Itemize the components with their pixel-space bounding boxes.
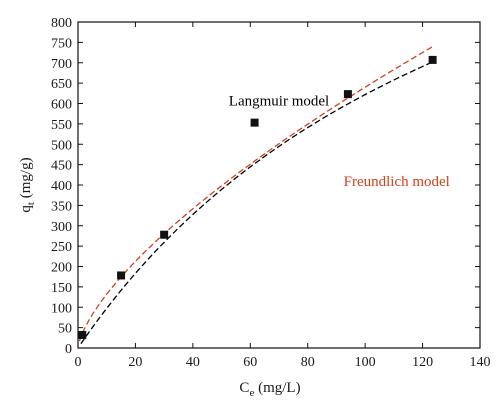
y-tick-label: 50 (58, 322, 72, 337)
x-axis: 0 20 40 60 80 100 120 140 (75, 22, 491, 370)
freundlich-fit-line (78, 45, 435, 342)
data-points (78, 55, 437, 339)
x-tick-label: 140 (470, 355, 491, 370)
data-point (117, 271, 126, 280)
annotation-label: Freundlich model (344, 174, 450, 190)
y-axis-title: qt (mg/g) (18, 157, 37, 212)
x-tick-label: 40 (186, 355, 200, 370)
y-tick-label: 400 (51, 179, 72, 194)
langmuir-fit-line (80, 60, 435, 345)
y-tick-label: 450 (51, 159, 72, 174)
x-tick-label: 120 (412, 355, 433, 370)
annotations: Langmuir model Freundlich model (229, 94, 450, 190)
x-tick-label: 20 (128, 355, 142, 370)
data-point (78, 330, 87, 339)
y-tick-label: 550 (51, 118, 72, 133)
data-point (428, 55, 437, 64)
y-tick-label: 0 (65, 342, 72, 357)
y-tick-label: 350 (51, 199, 72, 214)
y-axis: 0 50 100 150 200 250 300 350 400 450 500 550 600 650 7… (51, 16, 480, 357)
y-tick-label: 300 (51, 220, 72, 235)
x-tick-label: 80 (301, 355, 315, 370)
y-tick-label: 700 (51, 57, 72, 72)
data-point (160, 230, 169, 239)
y-tick-label: 250 (51, 240, 72, 255)
y-tick-label: 650 (51, 77, 72, 92)
x-tick-label: 60 (243, 355, 257, 370)
y-tick-label: 800 (51, 16, 72, 31)
y-tick-label: 150 (51, 281, 72, 296)
y-tick-label: 200 (51, 261, 72, 276)
x-tick-label: 100 (355, 355, 376, 370)
y-tick-label: 100 (51, 301, 72, 316)
y-tick-label: 750 (51, 36, 72, 51)
y-tick-label: 500 (51, 138, 72, 153)
annotation-label: Langmuir model (229, 94, 329, 110)
y-tick-label: 600 (51, 98, 72, 113)
data-point (343, 90, 352, 99)
x-tick-label: 0 (75, 355, 82, 370)
x-axis-title: Ce (mg/L) (239, 380, 300, 399)
data-point (250, 118, 259, 127)
fit-lines (78, 45, 435, 345)
